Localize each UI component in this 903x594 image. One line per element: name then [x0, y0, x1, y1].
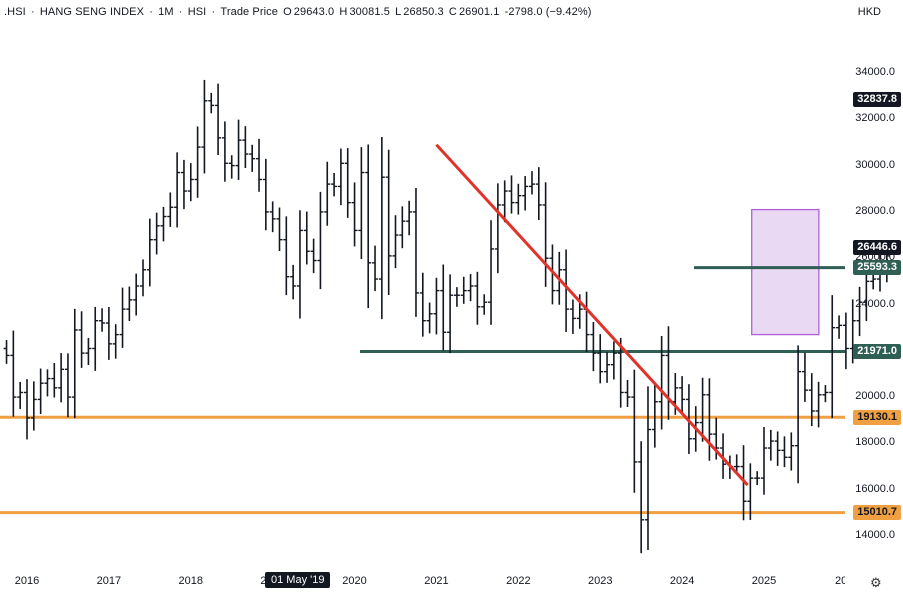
- x-tick-label: 2016: [14, 575, 40, 587]
- trend-line: [435, 143, 749, 487]
- interval[interactable]: 1M: [158, 6, 174, 18]
- price-badge: 15010.7: [853, 505, 901, 521]
- low-label: L: [395, 6, 402, 18]
- index-name: HANG SENG INDEX: [39, 6, 145, 18]
- change-value: -2798.0 (−9.42%): [504, 6, 592, 18]
- y-tick-label: 16000.0: [855, 482, 895, 495]
- price-badge: 32837.8: [853, 92, 901, 108]
- price-badge: 25593.3: [853, 260, 901, 276]
- open-label: O: [283, 6, 292, 18]
- high-label: H: [339, 6, 348, 18]
- price-badge: 19130.1: [853, 409, 901, 425]
- x-tick-label: 2017: [96, 575, 122, 587]
- y-tick-label: 20000.0: [855, 390, 895, 403]
- x-tick-label: 2022: [506, 575, 531, 587]
- x-tick-label: 2020: [342, 575, 367, 587]
- x-tick-label: 2021: [424, 575, 449, 587]
- highlight-box: [751, 208, 820, 336]
- crosshair-date-label: 01 May '19: [265, 572, 331, 588]
- close-label: C: [448, 6, 457, 18]
- chart-header: .HSI · HANG SENG INDEX · 1M · HSI · Trad…: [4, 6, 592, 18]
- y-tick-label: 30000.0: [855, 158, 895, 171]
- x-tick-label: 2024: [669, 575, 695, 587]
- price-badge: 21971.0: [853, 343, 901, 359]
- y-tick-label: 32000.0: [855, 112, 895, 125]
- close-value: 26901.1: [458, 6, 500, 18]
- exchange: HSI: [187, 6, 207, 18]
- high-value: 30081.5: [349, 6, 390, 18]
- y-tick-label: 14000.0: [855, 529, 895, 541]
- x-tick-label: 2023: [587, 575, 613, 587]
- x-tick-label: 2026: [835, 575, 845, 587]
- y-tick-label: 28000.0: [855, 204, 895, 217]
- price-badge: 26446.6: [853, 240, 901, 256]
- y-tick-label: 34000.0: [855, 66, 895, 78]
- x-tick-label: 2018: [178, 575, 204, 587]
- open-value: 29643.0: [293, 6, 335, 18]
- currency-label[interactable]: HKD: [857, 6, 881, 18]
- y-tick-label: 24000.0: [855, 297, 895, 310]
- low-value: 26850.3: [403, 6, 444, 18]
- settings-gear-icon[interactable]: ⚙: [870, 575, 882, 590]
- x-tick-label: 2025: [751, 575, 777, 587]
- price-source: Trade Price: [220, 6, 278, 18]
- symbol[interactable]: .HSI: [4, 6, 26, 18]
- y-tick-label: 18000.0: [855, 436, 895, 449]
